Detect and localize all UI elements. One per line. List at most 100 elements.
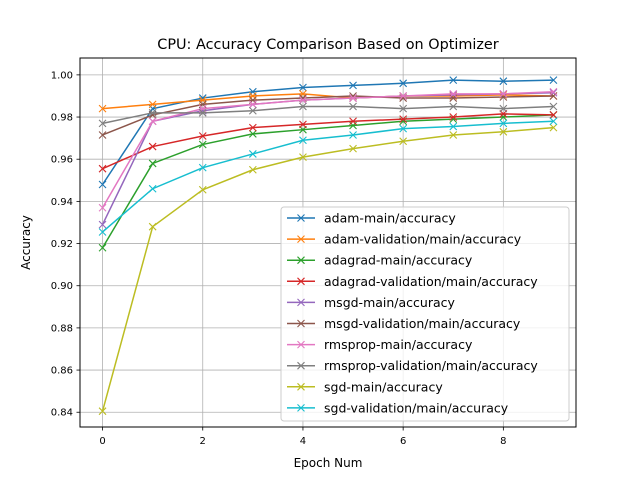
data-point [98, 104, 107, 113]
data-point [549, 123, 558, 132]
legend-item: adagrad-main/accuracy [287, 253, 473, 268]
data-point [399, 137, 408, 146]
y-tick-label: 0.94 [51, 197, 73, 208]
data-point [148, 222, 157, 231]
legend-swatch-marker [297, 382, 305, 391]
data-point [449, 89, 458, 98]
data-point [499, 119, 508, 128]
data-point [148, 142, 157, 151]
data-point [98, 243, 107, 252]
data-point [98, 180, 107, 189]
data-point [399, 79, 408, 88]
data-point [549, 102, 558, 111]
data-point [299, 120, 307, 129]
data-point [98, 220, 107, 229]
x-tick-label: 2 [200, 436, 206, 447]
series-line [101, 126, 554, 412]
data-point [198, 108, 207, 117]
legend-label: adagrad-validation/main/accuracy [324, 274, 538, 289]
x-tick-label: 6 [400, 436, 406, 447]
legend-swatch-marker [297, 256, 305, 265]
data-point [198, 140, 207, 149]
legend-label: sgd-validation/main/accuracy [324, 400, 509, 415]
data-point [499, 89, 508, 98]
legend-swatch-marker [297, 340, 305, 349]
y-tick-label: 0.96 [51, 155, 73, 166]
legend-label: rmsprop-validation/main/accuracy [324, 358, 538, 373]
data-point [299, 136, 307, 145]
legend-swatch-marker [297, 235, 305, 243]
legend-label: adam-validation/main/accuracy [324, 232, 522, 247]
data-point [299, 102, 307, 111]
x-tick-label: 0 [99, 436, 105, 447]
data-point [198, 163, 207, 172]
series-line [102, 105, 554, 125]
data-point [349, 102, 357, 111]
legend-swatch-marker [297, 214, 305, 222]
legend-label: rmsprop-main/accuracy [324, 337, 473, 352]
data-point [198, 185, 207, 194]
legend-label: msgd-main/accuracy [324, 295, 456, 310]
data-point [399, 124, 408, 133]
data-point [248, 106, 257, 115]
y-axis: 0.84 0.86 0.88 0.90 0.92 0.94 0.96 0.98 1.00 [51, 70, 80, 419]
y-tick-label: 0.86 [51, 366, 73, 377]
data-point [399, 115, 408, 124]
legend-item: sgd-main/accuracy [287, 379, 443, 394]
y-tick-label: 0.84 [51, 408, 73, 419]
data-point [148, 184, 157, 193]
data-point [549, 88, 558, 97]
series-rmsprop-main-accuracy [98, 87, 558, 212]
series-sgd-validation-main-accuracy [98, 117, 558, 236]
x-axis: 0 2 4 6 8 [99, 427, 507, 447]
data-point [248, 130, 257, 138]
data-point [549, 76, 558, 85]
data-point [399, 92, 408, 100]
data-point [148, 117, 157, 126]
data-point [499, 127, 508, 136]
series-line [101, 79, 554, 185]
data-point [349, 81, 357, 90]
data-point [299, 153, 307, 161]
data-point [499, 104, 508, 113]
legend-item: adam-validation/main/accuracy [287, 232, 522, 247]
legend-item: adam-main/accuracy [287, 211, 456, 226]
plot-frame [79, 57, 577, 428]
data-point [549, 87, 558, 96]
legend-item: rmsprop-main/accuracy [287, 337, 473, 352]
data-point [98, 407, 107, 416]
series-sgd-main-accuracy [98, 123, 558, 416]
data-point [148, 100, 157, 109]
data-point [449, 102, 458, 111]
x-axis-label: Epoch Num [294, 456, 363, 470]
data-point [449, 113, 458, 121]
legend-label: msgd-validation/main/accuracy [324, 316, 521, 331]
data-point [349, 131, 357, 139]
legend-label: adam-main/accuracy [324, 211, 456, 226]
series-line [102, 113, 554, 170]
series-line [102, 120, 554, 233]
data-point [349, 94, 357, 102]
y-tick-label: 1.00 [51, 70, 73, 81]
legend-item: msgd-validation/main/accuracy [287, 316, 521, 331]
legend-item: msgd-main/accuracy [287, 295, 456, 310]
series-line [102, 95, 554, 136]
series-rmsprop-validation-main-accuracy [98, 102, 558, 128]
legend-swatch-marker [297, 404, 305, 412]
legend-item: adagrad-validation/main/accuracy [287, 274, 538, 289]
chart-title: CPU: Accuracy Comparison Based on Optimi… [157, 37, 498, 53]
legend-swatch-marker [297, 298, 305, 307]
series-line [101, 90, 554, 209]
legend: adam-main/accuracy adam-validation/main/a… [280, 206, 570, 422]
data-point [248, 150, 257, 158]
legend-item: sgd-validation/main/accuracy [287, 400, 509, 415]
legend-label: adagrad-main/accuracy [324, 253, 473, 268]
data-point [198, 132, 207, 140]
legend-item: rmsprop-validation/main/accuracy [287, 358, 538, 373]
series-adagrad-validation-main-accuracy [98, 109, 558, 173]
data-point [549, 111, 558, 119]
y-axis-label: Accuracy [19, 215, 33, 270]
series-line [102, 93, 554, 110]
data-point [299, 96, 307, 105]
